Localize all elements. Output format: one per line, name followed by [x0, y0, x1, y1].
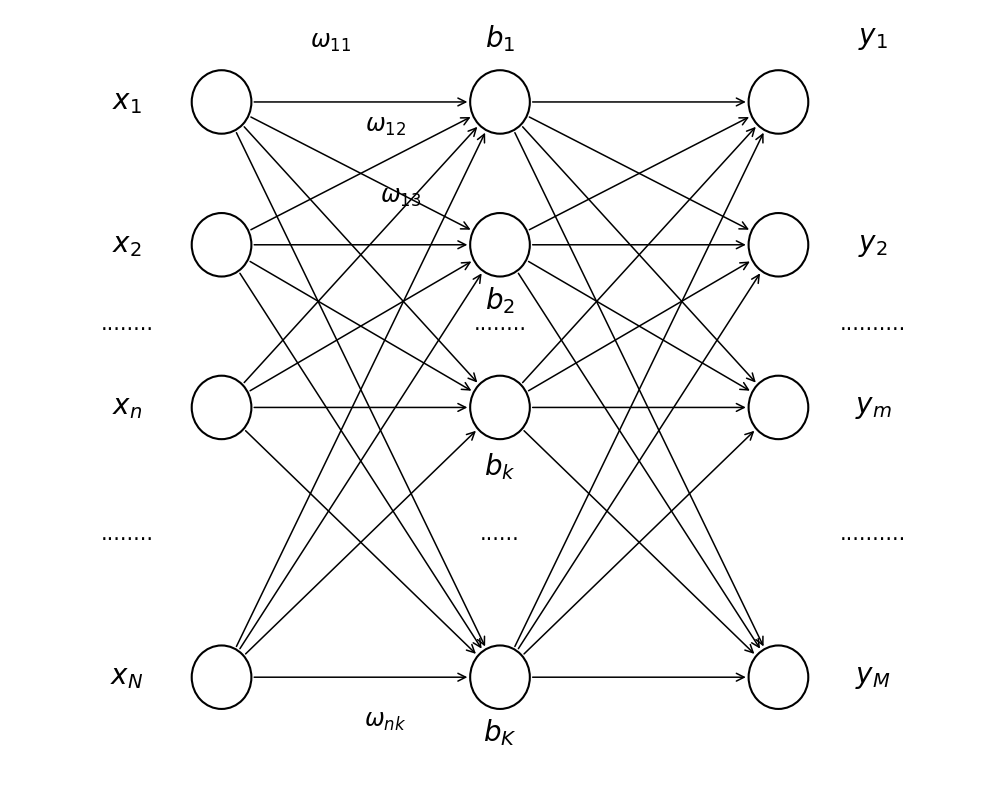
Text: $\omega_{13}$: $\omega_{13}$: [380, 185, 421, 209]
Ellipse shape: [192, 646, 251, 709]
Ellipse shape: [470, 646, 530, 709]
Text: $\omega_{12}$: $\omega_{12}$: [365, 113, 406, 137]
Text: $x_2$: $x_2$: [112, 231, 142, 259]
Text: $\omega_{11}$: $\omega_{11}$: [310, 30, 352, 54]
Text: ........: ........: [101, 314, 154, 334]
Text: $b_1$: $b_1$: [485, 23, 515, 54]
Text: $b_k$: $b_k$: [484, 451, 516, 483]
Text: ........: ........: [474, 314, 526, 334]
Text: $x_N$: $x_N$: [110, 663, 144, 691]
Ellipse shape: [749, 646, 808, 709]
Text: $y_m$: $y_m$: [855, 393, 891, 421]
Ellipse shape: [749, 376, 808, 439]
Text: $x_n$: $x_n$: [112, 393, 142, 421]
Text: ..........: ..........: [840, 524, 906, 544]
Ellipse shape: [470, 70, 530, 133]
Ellipse shape: [470, 376, 530, 439]
Ellipse shape: [749, 70, 808, 133]
Text: $y_M$: $y_M$: [855, 663, 891, 691]
Text: $\omega_{nk}$: $\omega_{nk}$: [364, 709, 407, 733]
Ellipse shape: [192, 213, 251, 276]
Text: $y_2$: $y_2$: [858, 231, 888, 259]
Text: ......: ......: [480, 524, 520, 544]
Ellipse shape: [749, 213, 808, 276]
Text: $y_1$: $y_1$: [858, 25, 888, 53]
Ellipse shape: [192, 70, 251, 133]
Text: $x_1$: $x_1$: [112, 88, 142, 116]
Text: $b_K$: $b_K$: [483, 718, 517, 748]
Text: ..........: ..........: [840, 314, 906, 334]
Ellipse shape: [192, 376, 251, 439]
Ellipse shape: [470, 213, 530, 276]
Text: $b_2$: $b_2$: [485, 285, 515, 316]
Text: ........: ........: [101, 524, 154, 544]
